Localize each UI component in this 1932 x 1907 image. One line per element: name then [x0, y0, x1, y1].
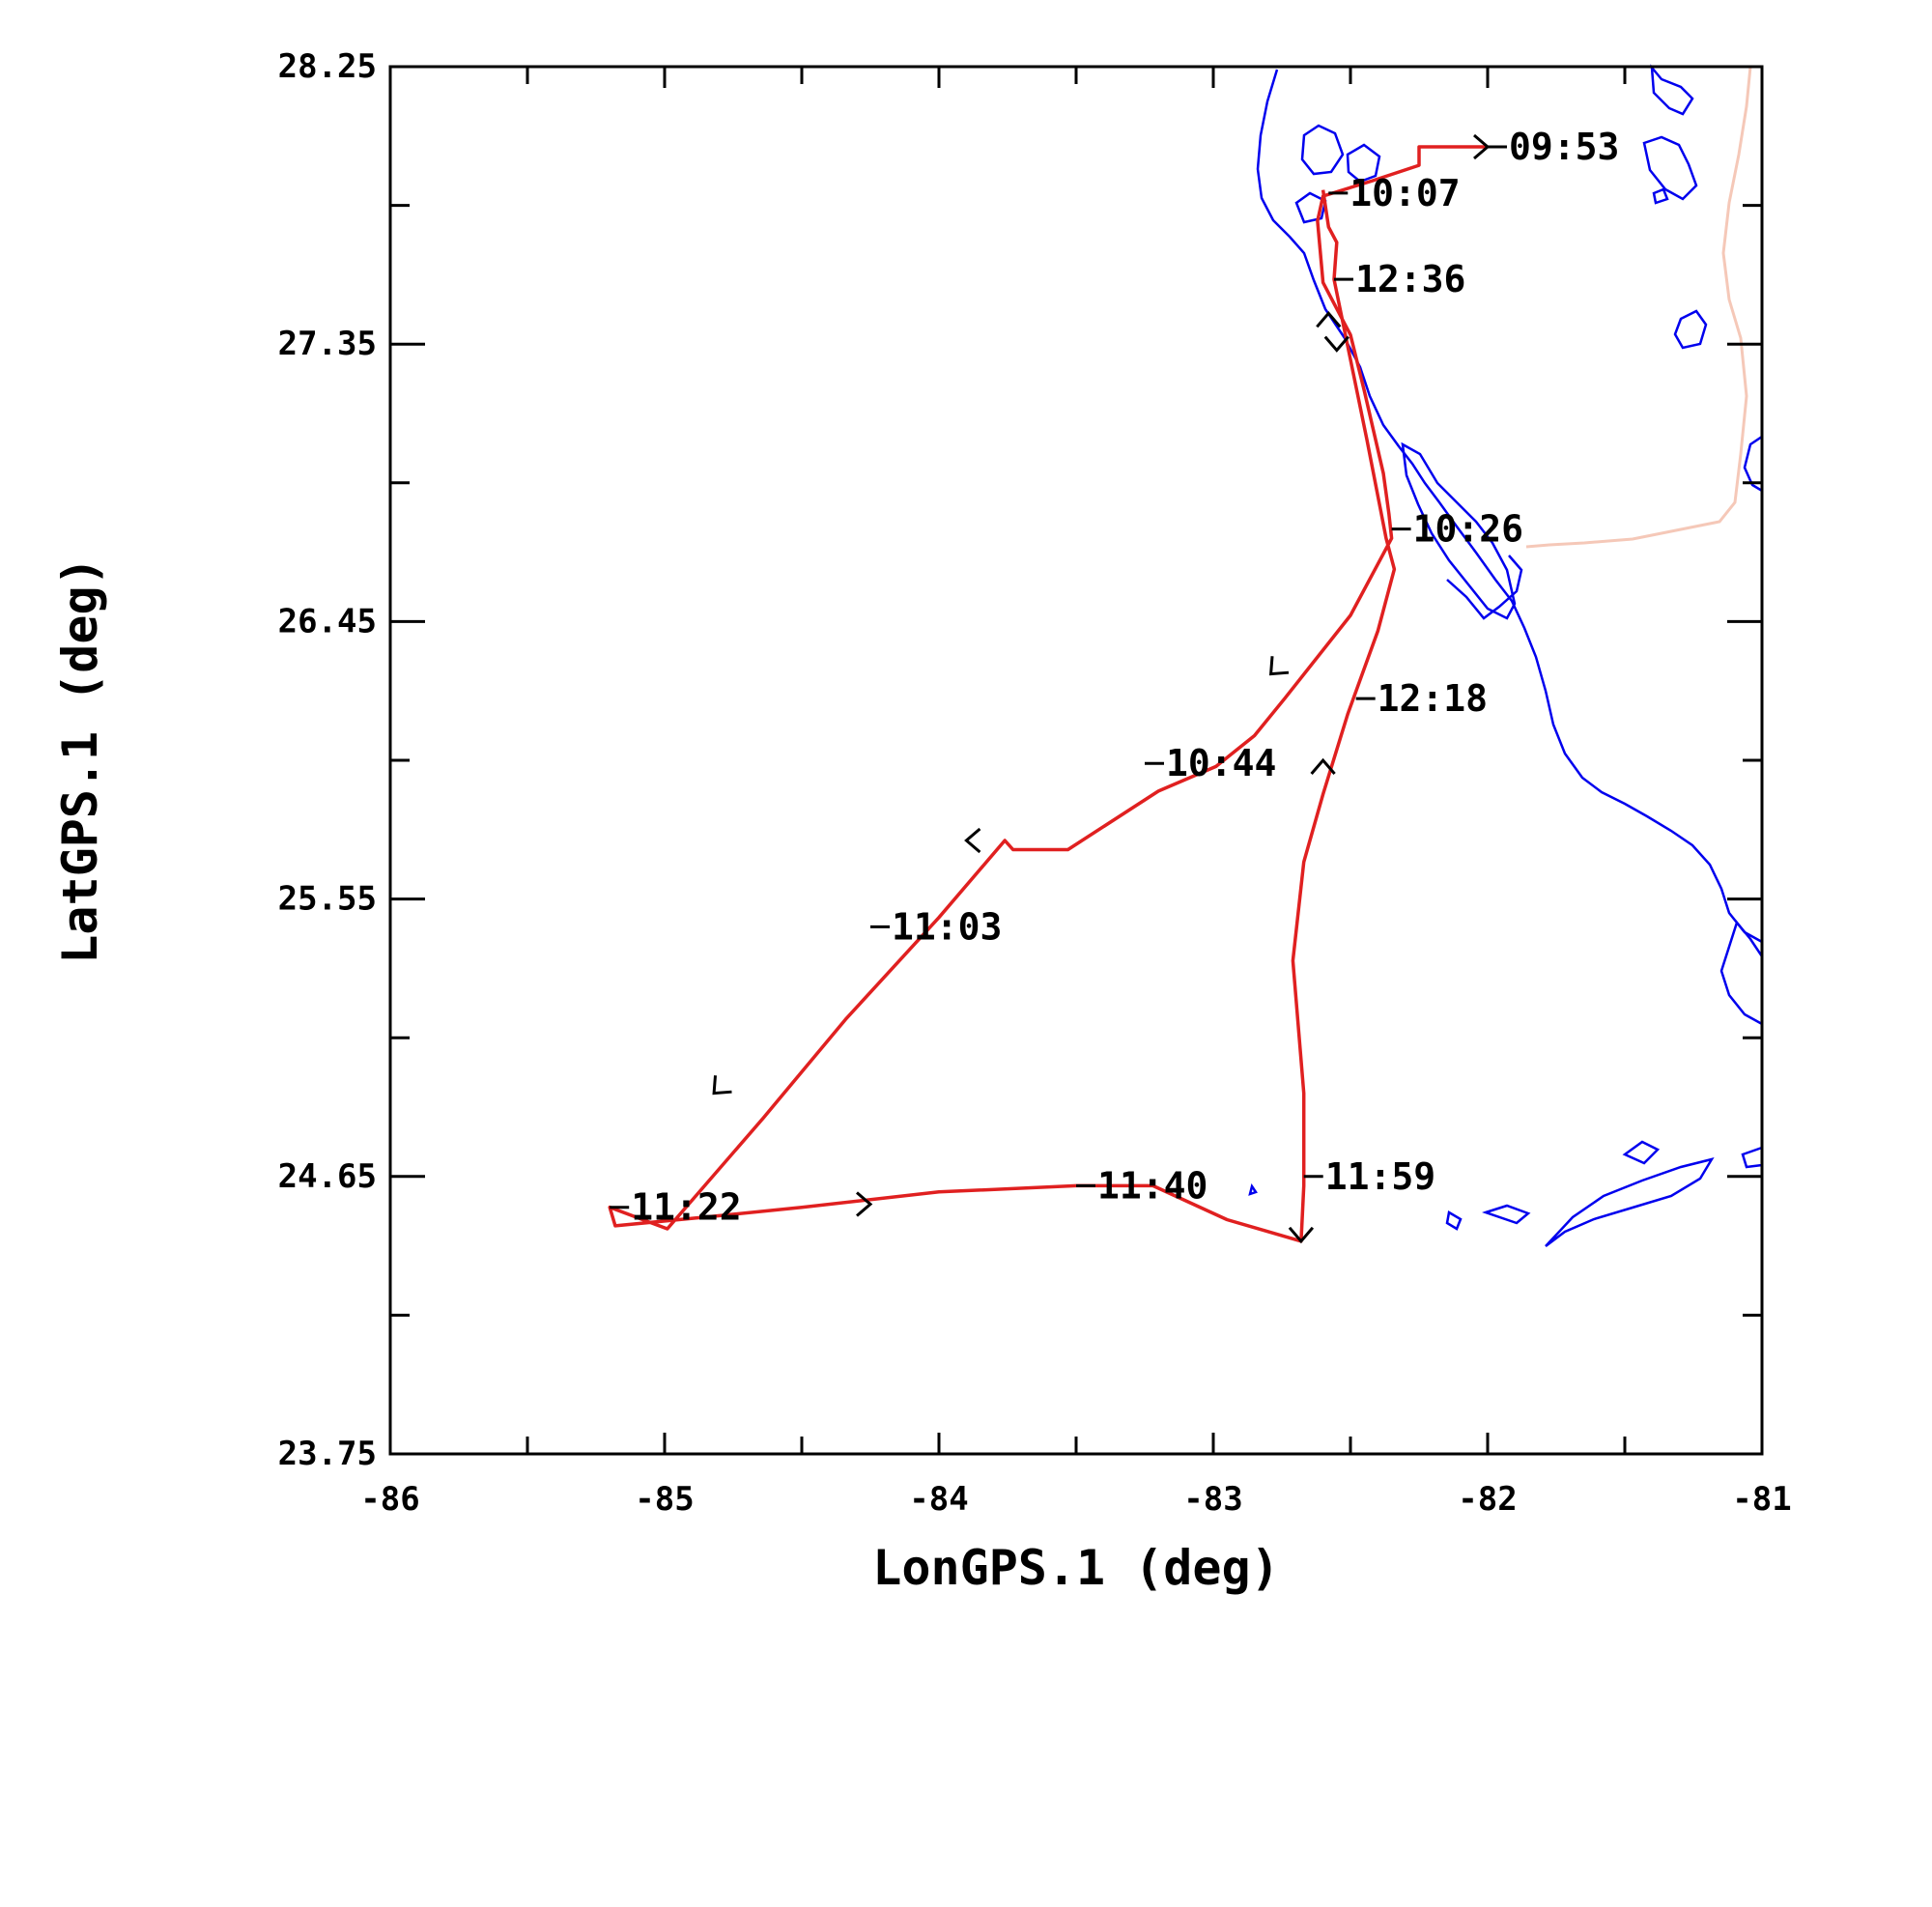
time-annotations-layer: 09:53 10:07 12:36 10:26 12:18 10:44 11:03 11:22… — [610, 126, 1619, 1229]
x-tick-label: -81 — [1732, 1480, 1791, 1519]
coastline-segment — [1652, 187, 1669, 205]
time-annotation-label: 10:26 — [1413, 508, 1523, 551]
time-annotation-label: 12:18 — [1378, 677, 1488, 720]
coastline-segment — [1446, 555, 1523, 620]
coastline-segment — [1642, 135, 1698, 201]
direction-arrow — [856, 1191, 873, 1217]
direction-arrow — [712, 1075, 732, 1096]
time-annotation-label: 10:44 — [1166, 742, 1276, 784]
y-tick-label: 23.75 — [278, 1435, 377, 1473]
direction-arrow — [1288, 1226, 1315, 1244]
coastline-segment — [1300, 124, 1345, 176]
axis-ticks-layer: -86 -85 -84 -83 -82 -81 23.75 24.65 25.55 26.45 27… — [278, 47, 1792, 1519]
coastline-segment — [1719, 920, 1764, 1027]
coastline-segment — [1256, 69, 1763, 944]
x-tick-label: -85 — [635, 1480, 694, 1519]
time-annotation-label: 09:53 — [1509, 126, 1619, 168]
y-tick-label: 27.35 — [278, 325, 377, 363]
coastline-segment — [1294, 191, 1327, 224]
flight-track-layer — [608, 145, 1488, 1243]
direction-arrows-layer — [712, 133, 1491, 1244]
direction-arrow — [1310, 757, 1336, 775]
coastline-segment — [1346, 143, 1381, 184]
y-tick-label: 26.45 — [278, 602, 377, 640]
coastline-segment — [1650, 64, 1694, 116]
direction-arrow — [964, 827, 981, 854]
time-annotation-label: 12:36 — [1355, 258, 1465, 300]
state-border-line — [1525, 66, 1752, 549]
coastline-segment — [1741, 1146, 1764, 1169]
x-axis-title: LonGPS.1 (deg) — [872, 1540, 1279, 1596]
coastline-segment — [1673, 309, 1708, 350]
coastline-segment — [1401, 441, 1517, 620]
coastline-segment — [1743, 434, 1764, 494]
coastline-segment — [1622, 1140, 1661, 1165]
time-annotation-label: 11:03 — [892, 905, 1002, 948]
plot-frame — [388, 65, 1764, 1456]
coastline-segment — [1545, 1157, 1715, 1247]
direction-arrow — [1268, 656, 1290, 676]
x-tick-label: -83 — [1183, 1480, 1242, 1519]
x-tick-label: -84 — [909, 1480, 968, 1519]
coastline-segment — [1482, 1204, 1531, 1225]
y-tick-label: 28.25 — [278, 47, 377, 86]
y-tick-label: 24.65 — [278, 1157, 377, 1196]
time-annotation-label: 11:59 — [1325, 1155, 1435, 1198]
time-annotation-label: 11:40 — [1097, 1164, 1208, 1207]
direction-arrow — [1316, 310, 1342, 328]
coastline-segment — [1445, 1210, 1463, 1231]
flight-track-line — [608, 145, 1488, 1243]
time-annotation-label: 11:22 — [631, 1186, 741, 1229]
y-axis-title: LatGPS.1 (deg) — [52, 556, 108, 963]
coastline-segment — [1248, 1182, 1258, 1196]
coastline-layer — [1248, 64, 1764, 1247]
x-tick-label: -82 — [1458, 1480, 1517, 1519]
x-tick-label: -86 — [360, 1480, 419, 1519]
y-tick-label: 25.55 — [278, 880, 377, 919]
direction-arrow — [1323, 335, 1350, 353]
time-annotation-label: 10:07 — [1350, 172, 1460, 214]
